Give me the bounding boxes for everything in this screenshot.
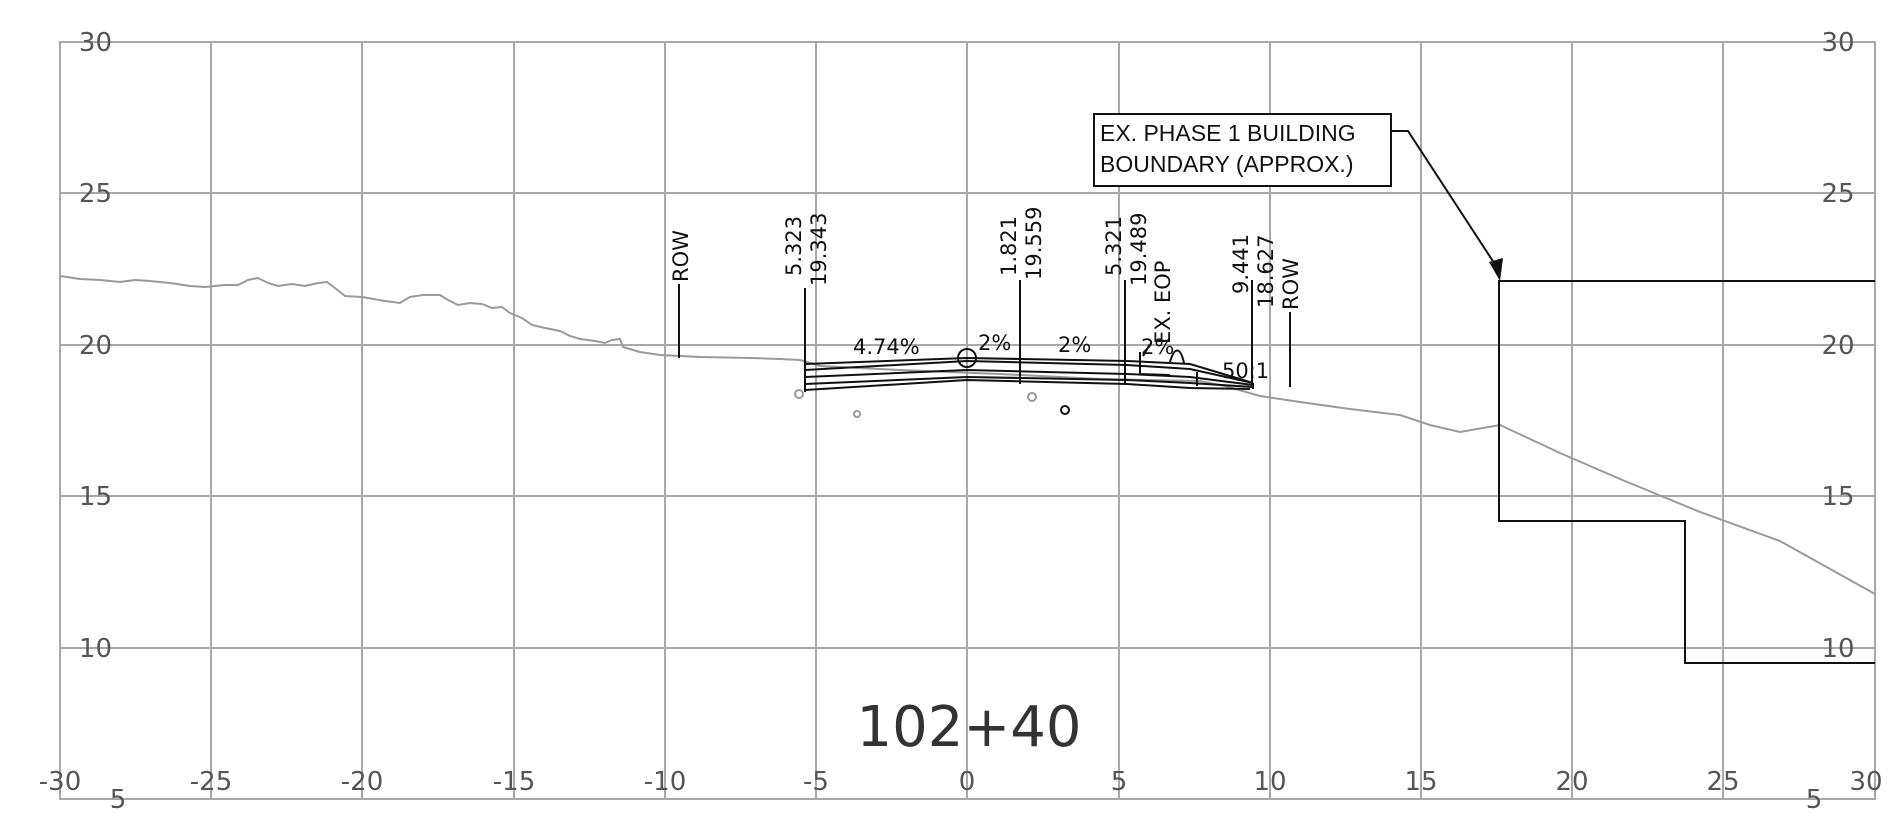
y-tick-left: 10 (79, 634, 112, 664)
elevation-label: 19.343 (807, 213, 831, 286)
building-boundary (1498, 280, 1875, 664)
y-tick-right: 25 (1821, 179, 1854, 209)
y-tick-right: 15 (1821, 482, 1854, 512)
leader-arrowhead (1489, 258, 1503, 281)
note-line-2: BOUNDARY (APPROX.) (1100, 151, 1353, 177)
y-tick-left: 20 (79, 331, 112, 361)
row-right-label: ROW (1279, 258, 1303, 310)
utility-point (1027, 392, 1037, 402)
y-tick-left: 25 (79, 179, 112, 209)
utility-point (853, 410, 861, 418)
ex-eop-marker (1139, 352, 1171, 376)
x-tick: 15 (1404, 767, 1437, 797)
elevation-label: 19.559 (1022, 207, 1046, 280)
finished-grade-line (804, 356, 1254, 384)
curb-profile (1169, 349, 1185, 364)
y-tick-left: 30 (79, 28, 112, 58)
slope-label: 2% (1141, 335, 1174, 359)
y-tick-right: 20 (1821, 331, 1854, 361)
ex-eop-label: EX. EOP (1151, 261, 1175, 344)
x-tick: -30 (39, 767, 81, 797)
offset-label: 5.323 (782, 216, 806, 276)
callout-labels: ROW 5.323 19.343 1.821 19.559 5.321 19.4… (669, 207, 1303, 357)
slope-label: 4.74% (853, 335, 920, 359)
building-note: EX. PHASE 1 BUILDING BOUNDARY (APPROX.) (1093, 113, 1503, 281)
station-label: 102+40 (856, 695, 1081, 760)
slope-label: 2% (978, 331, 1011, 355)
y-tick-right: 30 (1821, 28, 1854, 58)
x-tick: -20 (341, 767, 383, 797)
utility-point (794, 389, 804, 399)
x-tick: 20 (1555, 767, 1588, 797)
x-axis-labels: -30 -25 -20 -15 -10 -5 0 5 10 15 20 25 3… (39, 767, 1883, 797)
callout-lines (678, 280, 1291, 387)
offset-label: 5.321 (1102, 216, 1126, 276)
row-left-label: ROW (669, 230, 693, 282)
x-tick: -15 (493, 767, 535, 797)
elevation-label: 18.627 (1254, 235, 1278, 308)
x-tick: -25 (190, 767, 232, 797)
y-axis-labels-right: 30 25 20 15 10 5 (1806, 28, 1855, 815)
x-tick: 30 (1849, 767, 1882, 797)
grid (59, 41, 1876, 800)
proposed-section (794, 348, 1254, 418)
utility-point (1060, 405, 1070, 415)
offset-label: 9.441 (1229, 234, 1253, 294)
y-tick-left: 5 (110, 785, 127, 815)
note-box (1093, 113, 1392, 187)
x-tick: 25 (1706, 767, 1739, 797)
ex-eop-leader (1142, 343, 1151, 357)
slope-label: 2% (1058, 333, 1091, 357)
x-tick: 10 (1253, 767, 1286, 797)
note-leader (1391, 130, 1501, 273)
y-tick-right: 10 (1821, 634, 1854, 664)
slope-labels: 4.74% 2% 2% 2% 50:1 (853, 331, 1269, 383)
y-tick-left: 15 (79, 482, 112, 512)
crown-marker (957, 348, 977, 368)
y-axis-labels-left: 30 25 20 15 10 5 (79, 28, 126, 815)
note-line-1: EX. PHASE 1 BUILDING (1100, 120, 1356, 146)
offset-label: 1.821 (997, 216, 1021, 276)
x-tick: -5 (803, 767, 829, 797)
x-tick: 0 (959, 767, 976, 797)
x-tick: 5 (1111, 767, 1128, 797)
y-tick-right: 5 (1806, 785, 1823, 815)
x-tick: -10 (644, 767, 686, 797)
slope-label: 50:1 (1222, 359, 1269, 383)
elevation-label: 19.489 (1127, 213, 1151, 286)
